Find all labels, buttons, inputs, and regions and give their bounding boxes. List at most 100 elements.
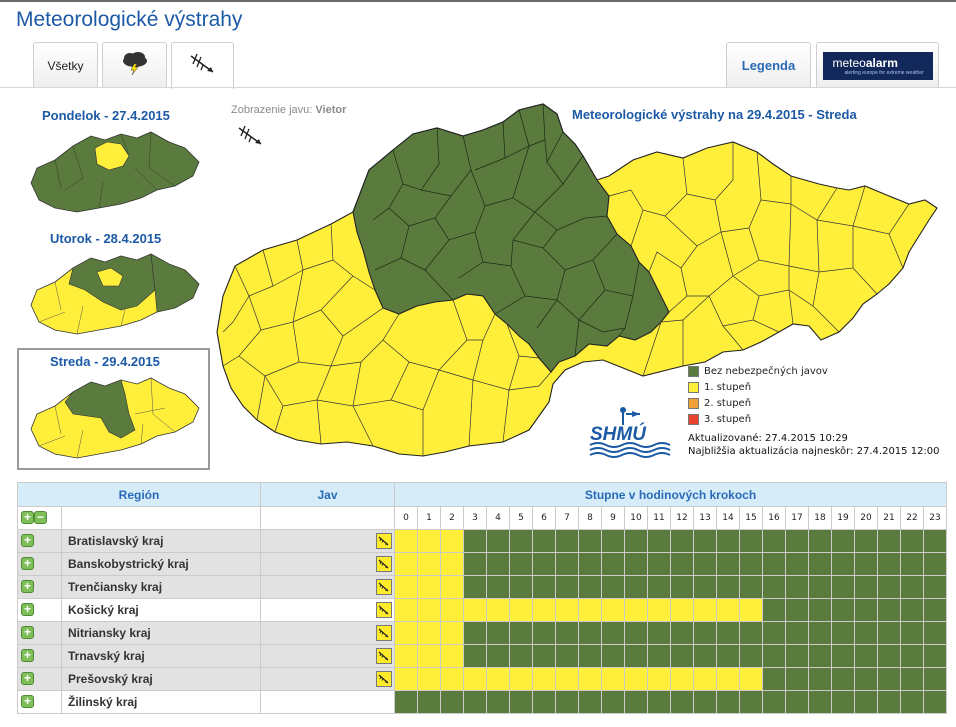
top-border: [0, 0, 956, 2]
wind-icon: [187, 52, 219, 81]
expand-row-button[interactable]: +: [21, 534, 34, 548]
hour-level-cell: [716, 644, 740, 668]
hour-level-cell: [486, 575, 510, 599]
hour-level-cell: [555, 621, 579, 645]
hour-level-cell: [555, 598, 579, 622]
hour-level-cell: [394, 621, 418, 645]
wind-warning-icon[interactable]: [376, 532, 392, 549]
tab-legend[interactable]: Legenda: [726, 42, 811, 88]
hour-level-cell: [394, 529, 418, 553]
hour-level-cell: [716, 667, 740, 691]
slovakia-warning-map[interactable]: [213, 100, 943, 470]
hour-level-cell: [417, 575, 441, 599]
collapse-all-button[interactable]: −: [34, 511, 47, 525]
hour-level-cell: [532, 644, 556, 668]
mini-map-monday[interactable]: [25, 128, 203, 214]
page-title: Meteorologické výstrahy: [16, 8, 243, 31]
hour-level-cell: [923, 529, 947, 553]
region-name[interactable]: Trnavský kraj: [61, 644, 261, 668]
region-name[interactable]: Bratislavský kraj: [61, 529, 261, 553]
hour-level-cell: [532, 529, 556, 553]
region-name[interactable]: Trenčiansky kraj: [61, 575, 261, 599]
wind-warning-icon[interactable]: [376, 624, 392, 641]
region-name[interactable]: Košický kraj: [61, 598, 261, 622]
hour-header: 13: [693, 506, 717, 530]
hour-level-cell: [831, 621, 855, 645]
hour-level-cell: [578, 667, 602, 691]
expand-row-button[interactable]: +: [21, 557, 34, 571]
hour-level-cell: [716, 621, 740, 645]
table-row[interactable]: + Žilinský kraj: [17, 690, 947, 714]
hour-level-cell: [693, 552, 717, 576]
expand-row-button[interactable]: +: [21, 695, 34, 709]
expand-collapse-all: + −: [17, 506, 62, 530]
wind-warning-icon[interactable]: [376, 647, 392, 664]
phenomenon-cell: [260, 529, 395, 553]
hour-level-cell: [624, 552, 648, 576]
tab-wind[interactable]: [171, 42, 234, 89]
day-label-wednesday[interactable]: Streda - 29.4.2015: [50, 354, 160, 369]
table-row[interactable]: + Banskobystrický kraj: [17, 552, 947, 576]
expand-row-button[interactable]: +: [21, 580, 34, 594]
meteoalarm-link[interactable]: meteoalarm alerting europe for extreme w…: [816, 42, 939, 88]
hour-level-cell: [808, 552, 832, 576]
hour-level-cell: [693, 575, 717, 599]
hour-level-cell: [785, 644, 809, 668]
wind-warning-icon[interactable]: [376, 578, 392, 595]
expand-row-button[interactable]: +: [21, 649, 34, 663]
table-row[interactable]: + Prešovský kraj: [17, 667, 947, 691]
expand-row-button[interactable]: +: [21, 672, 34, 686]
tab-thunderstorm[interactable]: [102, 42, 167, 88]
expand-row-button[interactable]: +: [21, 603, 34, 617]
expand-cell: +: [17, 667, 62, 691]
hour-level-cell: [624, 667, 648, 691]
legend-swatch-yellow: [688, 381, 699, 393]
hour-level-cell: [601, 598, 625, 622]
hour-level-cell: [440, 529, 464, 553]
table-row[interactable]: + Trnavský kraj: [17, 644, 947, 668]
wind-warning-icon[interactable]: [376, 670, 392, 687]
hour-level-cell: [900, 575, 924, 599]
tab-all[interactable]: Všetky: [33, 42, 98, 88]
day-label-monday[interactable]: Pondelok - 27.4.2015: [42, 108, 170, 123]
hour-level-cell: [440, 690, 464, 714]
hour-level-cell: [808, 621, 832, 645]
expand-all-button[interactable]: +: [21, 511, 34, 525]
day-label-tuesday[interactable]: Utorok - 28.4.2015: [50, 231, 162, 246]
table-row[interactable]: + Košický kraj: [17, 598, 947, 622]
hour-level-cell: [693, 621, 717, 645]
hour-level-cell: [762, 598, 786, 622]
hour-level-cell: [670, 598, 694, 622]
region-name[interactable]: Prešovský kraj: [61, 667, 261, 691]
table-row[interactable]: + Bratislavský kraj: [17, 529, 947, 553]
hour-header: 21: [877, 506, 901, 530]
hour-level-cell: [578, 690, 602, 714]
hour-level-cell: [877, 621, 901, 645]
table-row[interactable]: + Trenčiansky kraj: [17, 575, 947, 599]
hour-level-cell: [693, 667, 717, 691]
hour-level-cell: [739, 621, 763, 645]
legend-item-level2: 2. stupeň: [688, 395, 828, 411]
region-name[interactable]: Banskobystrický kraj: [61, 552, 261, 576]
hour-level-cell: [555, 575, 579, 599]
region-name[interactable]: Žilinský kraj: [61, 690, 261, 714]
mini-map-tuesday[interactable]: [25, 250, 203, 336]
hour-level-cell: [509, 529, 533, 553]
hour-level-cell: [923, 575, 947, 599]
region-name[interactable]: Nitriansky kraj: [61, 621, 261, 645]
hour-level-cell: [762, 644, 786, 668]
hour-header: 8: [578, 506, 602, 530]
hour-level-cell: [647, 552, 671, 576]
wind-warning-icon[interactable]: [376, 601, 392, 618]
hour-level-cell: [624, 644, 648, 668]
hour-level-cell: [509, 575, 533, 599]
col-region-header[interactable]: Región: [17, 482, 261, 507]
expand-row-button[interactable]: +: [21, 626, 34, 640]
hour-header: 22: [900, 506, 924, 530]
expand-cell: +: [17, 690, 62, 714]
hour-level-cell: [923, 667, 947, 691]
table-row[interactable]: + Nitriansky kraj: [17, 621, 947, 645]
hour-level-cell: [877, 552, 901, 576]
wind-warning-icon[interactable]: [376, 555, 392, 572]
mini-map-wednesday[interactable]: [25, 374, 203, 460]
